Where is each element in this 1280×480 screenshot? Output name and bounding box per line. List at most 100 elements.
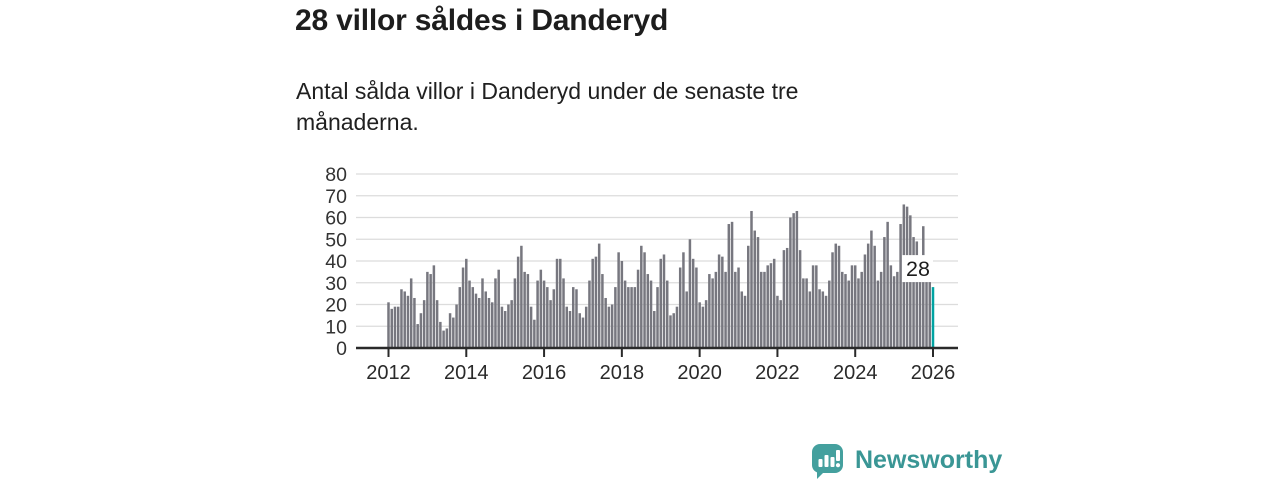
bar bbox=[850, 265, 854, 348]
bar bbox=[860, 271, 863, 349]
bar bbox=[627, 287, 630, 348]
newsworthy-wordmark: Newsworthy bbox=[855, 446, 1003, 474]
y-axis-tick-label: 20 bbox=[325, 295, 347, 317]
bar bbox=[730, 221, 734, 348]
bar bbox=[675, 306, 679, 348]
bar bbox=[581, 317, 585, 348]
bar bbox=[883, 237, 886, 348]
bar bbox=[740, 291, 744, 348]
bar bbox=[507, 304, 510, 348]
bar bbox=[487, 297, 491, 348]
bar bbox=[879, 271, 883, 349]
bar bbox=[439, 321, 442, 348]
bar bbox=[575, 289, 578, 348]
highlighted-value-label: 28 bbox=[906, 257, 930, 281]
bar bbox=[753, 230, 756, 348]
bar bbox=[643, 252, 646, 348]
chart-subtitle: Antal sålda villor i Danderyd under de s… bbox=[296, 78, 799, 135]
bar bbox=[542, 280, 546, 348]
bar bbox=[403, 291, 406, 348]
bar bbox=[665, 280, 669, 348]
bar bbox=[562, 278, 565, 348]
bar bbox=[591, 258, 594, 348]
bar bbox=[782, 250, 786, 349]
bar bbox=[646, 274, 650, 348]
bar bbox=[711, 278, 714, 348]
bar bbox=[406, 295, 410, 348]
bar bbox=[413, 297, 416, 348]
bar bbox=[669, 315, 672, 349]
bar bbox=[682, 252, 685, 348]
bar bbox=[549, 300, 552, 348]
bar bbox=[458, 287, 462, 348]
bar bbox=[750, 210, 753, 348]
bar bbox=[584, 306, 588, 348]
bar bbox=[831, 252, 834, 348]
bar bbox=[513, 278, 517, 348]
x-axis-tick-label: 2026 bbox=[911, 362, 956, 384]
bar bbox=[617, 252, 620, 348]
highlighted-bar bbox=[931, 287, 935, 348]
bar bbox=[539, 269, 543, 348]
bar bbox=[623, 280, 627, 348]
bar bbox=[442, 330, 445, 348]
bar bbox=[776, 295, 779, 348]
y-axis-tick-label: 40 bbox=[325, 251, 347, 273]
bar bbox=[533, 319, 536, 348]
bar bbox=[597, 243, 601, 348]
bar bbox=[918, 256, 922, 348]
bar bbox=[847, 280, 850, 348]
bar bbox=[756, 237, 760, 348]
bar bbox=[698, 302, 701, 348]
bar bbox=[714, 271, 718, 349]
bar bbox=[789, 217, 792, 348]
bar bbox=[490, 302, 494, 348]
y-axis-tick-label: 30 bbox=[325, 273, 347, 295]
bar bbox=[468, 280, 471, 348]
bar bbox=[481, 278, 484, 348]
bar bbox=[889, 265, 893, 348]
bar bbox=[614, 287, 617, 348]
bar bbox=[604, 297, 607, 348]
bar bbox=[815, 265, 818, 348]
bar bbox=[435, 300, 439, 348]
y-axis-tick-label: 70 bbox=[325, 186, 347, 208]
bar bbox=[409, 278, 413, 348]
bar bbox=[497, 269, 500, 348]
newsworthy-logo-icon bbox=[812, 444, 843, 479]
bar bbox=[636, 269, 640, 348]
bar bbox=[452, 317, 455, 348]
bar bbox=[795, 210, 799, 348]
bar bbox=[429, 274, 432, 348]
bar bbox=[769, 263, 773, 348]
bar bbox=[555, 258, 559, 348]
bar bbox=[601, 274, 604, 348]
bar bbox=[792, 213, 795, 348]
bar bbox=[808, 291, 812, 348]
bar bbox=[928, 274, 932, 348]
bar bbox=[915, 241, 919, 348]
bar bbox=[892, 276, 896, 348]
branding-footer: Newsworthy bbox=[810, 443, 1002, 480]
bar bbox=[594, 256, 598, 348]
bar bbox=[763, 271, 766, 349]
bar bbox=[691, 258, 695, 348]
bar bbox=[416, 324, 419, 348]
bar bbox=[798, 250, 802, 349]
bar bbox=[448, 313, 452, 348]
bar bbox=[523, 271, 526, 349]
bar bbox=[866, 243, 870, 348]
bar bbox=[805, 278, 808, 348]
bar bbox=[649, 280, 653, 348]
bar bbox=[899, 224, 902, 348]
bar bbox=[390, 308, 393, 348]
bar bbox=[873, 245, 876, 348]
bar bbox=[844, 274, 847, 348]
bar bbox=[717, 254, 721, 348]
y-axis-tick-label: 50 bbox=[325, 229, 347, 251]
bar bbox=[465, 258, 468, 348]
bar bbox=[503, 311, 507, 348]
bar bbox=[688, 239, 692, 348]
